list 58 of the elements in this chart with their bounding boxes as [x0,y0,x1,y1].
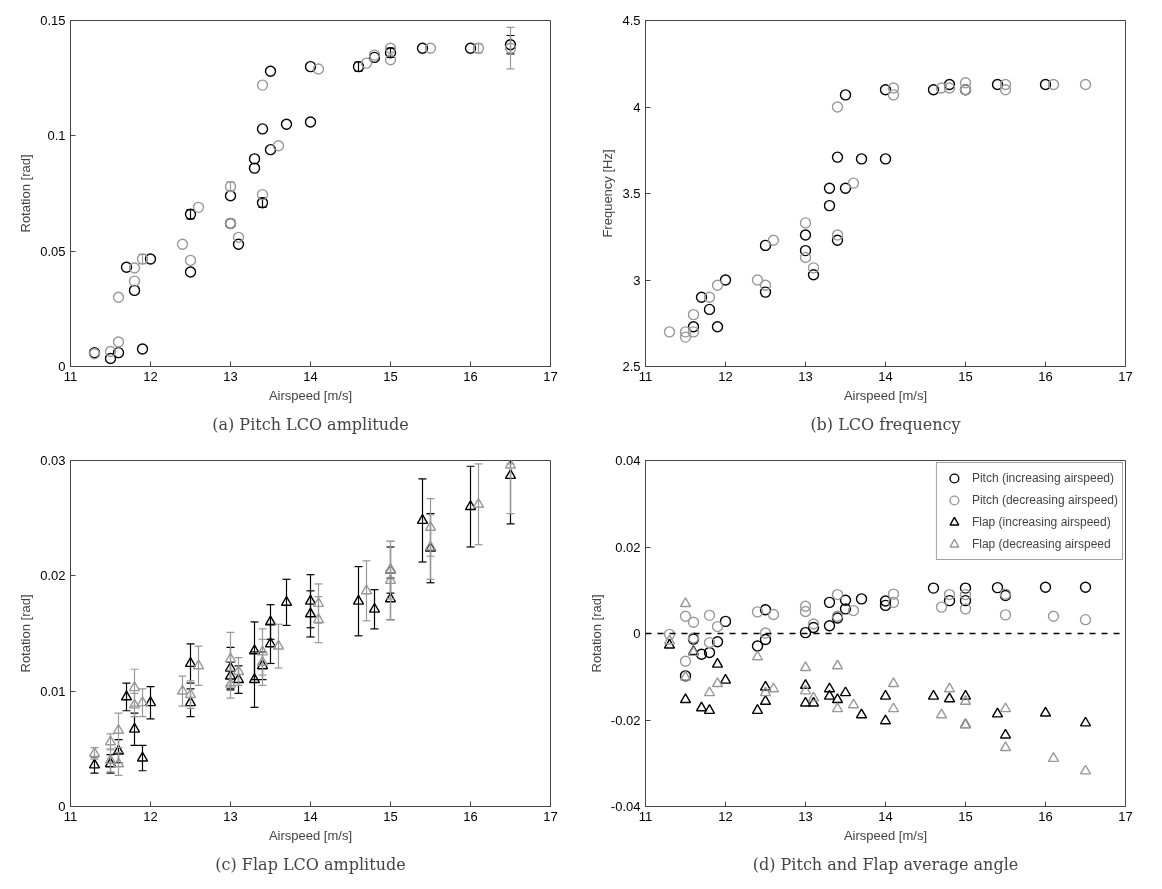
x-tick-label: 14 [303,368,318,384]
y-tick-label: 0.05 [40,243,66,259]
y-tick-label: 0.02 [615,539,641,555]
legend-label: Pitch (decreasing airspeed) [971,492,1118,509]
x-tick-label: 12 [718,368,733,384]
x-tick-label: 14 [303,808,318,824]
y-tick-label: 0.01 [40,683,66,699]
x-tick-label: 16 [1038,368,1053,384]
y-tick-label: 0.02 [40,568,66,584]
legend-label: Flap (increasing airspeed) [971,514,1111,531]
x-axis-title: Airspeed [m/s] [843,827,928,843]
x-tick-label: 15 [383,808,398,824]
y-tick-label: 3 [633,272,641,288]
x-axis-title: Airspeed [m/s] [268,827,353,843]
text: (c) Flap LCO amplitude [215,854,406,874]
x-tick-label: 12 [718,808,733,824]
y-tick-label: 0.15 [40,13,66,28]
x-tick-label: 15 [383,368,398,384]
x-tick-label: 13 [798,368,813,384]
text: (d) Pitch and Flap average angle [752,854,1019,874]
x-tick-label: 13 [223,808,238,824]
y-axis-title: Rotation [rad] [588,594,604,673]
x-tick-label: 14 [878,368,893,384]
x-tick-label: 12 [143,808,158,824]
x-tick-label: 12 [143,368,158,384]
x-tick-label: 16 [463,808,478,824]
x-tick-label: 13 [223,368,238,384]
x-tick-label: 15 [958,808,973,824]
x-tick-label: 17 [1118,368,1133,384]
text: (a) Pitch LCO amplitude [212,414,409,434]
legend-label: Flap (decreasing airspeed [971,536,1111,553]
y-tick-label: 0 [58,359,66,374]
x-tick-label: 17 [1118,808,1133,824]
y-tick-label: -0.04 [610,799,641,814]
y-axis-title: Frequency [Hz] [600,149,616,238]
y-tick-label: 4 [633,99,641,115]
x-tick-label: 13 [798,808,813,824]
x-tick-label: 16 [1038,808,1053,824]
x-tick-label: 16 [463,368,478,384]
x-tick-label: 14 [878,808,893,824]
x-tick-label: 15 [958,368,973,384]
x-axis-title: Airspeed [m/s] [268,387,353,403]
y-tick-label: 4.5 [622,13,641,28]
y-axis-title: Rotation [rad] [18,594,34,673]
y-tick-label: 3.5 [622,186,641,201]
y-tick-label: 0.04 [615,453,641,468]
y-axis-title: Rotation [rad] [18,154,34,233]
x-tick-label: 17 [543,368,558,384]
x-tick-label: 17 [543,808,558,824]
y-tick-label: 0.1 [47,128,66,144]
y-tick-label: 2.5 [622,359,641,374]
legend-label: Pitch (increasing airspeed) [971,470,1114,487]
y-tick-label: -0.02 [610,712,641,728]
y-tick-label: 0 [58,799,66,814]
text: (b) LCO frequency [810,414,961,434]
y-tick-label: 0.03 [40,453,66,468]
x-axis-title: Airspeed [m/s] [843,387,928,403]
y-tick-label: 0 [633,626,641,641]
